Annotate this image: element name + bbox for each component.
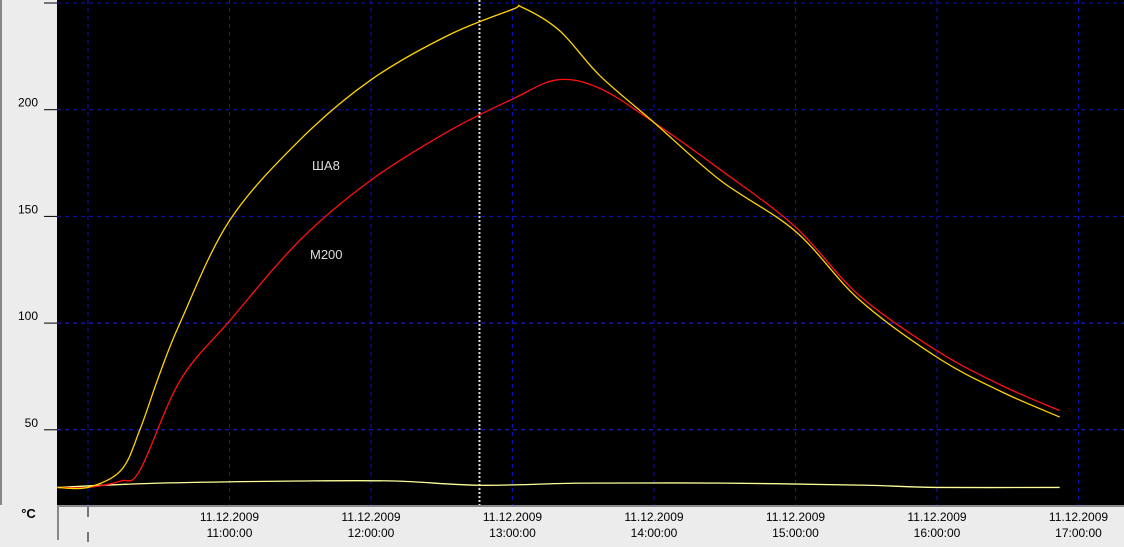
x-tick-date: 11.12.2009 bbox=[907, 510, 966, 524]
y-tick-label: 200 bbox=[18, 96, 38, 110]
x-tick-time: 14:00:00 bbox=[631, 526, 678, 540]
series-line-M200 bbox=[57, 78, 1060, 489]
chart-svg: ШA8 M200 bbox=[57, 0, 1124, 505]
y-axis: 50 100 150 200 250 bbox=[18, 0, 57, 431]
x-tick-time: 15:00:00 bbox=[772, 526, 819, 540]
x-tick-time: 16:00:00 bbox=[914, 526, 961, 540]
series-line-baseline bbox=[57, 479, 1060, 489]
x-tick-time: 11:00:00 bbox=[207, 526, 253, 540]
plot-area[interactable]: ШA8 M200 bbox=[57, 0, 1124, 505]
x-tick-date: 11.12.2009 bbox=[341, 510, 400, 524]
x-tick-time: 12:00:00 bbox=[348, 526, 395, 540]
x-tick-date: 11.12.2009 bbox=[1049, 510, 1108, 524]
y-unit-label: °C bbox=[21, 506, 36, 521]
y-tick-label: 50 bbox=[25, 416, 39, 430]
x-tick-time: 17:00:00 bbox=[1055, 526, 1102, 540]
x-axis: 11.12.2009 11:00:00 11.12.2009 12:00:00 11.1… bbox=[87, 507, 1108, 542]
y-tick-label: 100 bbox=[18, 309, 38, 323]
series-label: ШA8 bbox=[312, 158, 340, 173]
y-tick-label: 150 bbox=[18, 202, 38, 216]
series-line-ШA8 bbox=[57, 4, 1060, 490]
y-axis-panel: 50 100 150 200 250 bbox=[0, 0, 57, 505]
x-axis-panel: 11.12.2009 11:00:00 11.12.2009 12:00:00 11.1… bbox=[57, 505, 1124, 542]
y-tick-label: 250 bbox=[18, 0, 38, 3]
x-tick-time: 13:00:00 bbox=[489, 526, 536, 540]
series-label: M200 bbox=[310, 247, 343, 262]
x-tick-date: 11.12.2009 bbox=[483, 510, 542, 524]
x-tick-date: 11.12.2009 bbox=[766, 510, 825, 524]
x-tick-date: 11.12.2009 bbox=[200, 510, 259, 524]
x-tick-date: 11.12.2009 bbox=[624, 510, 683, 524]
